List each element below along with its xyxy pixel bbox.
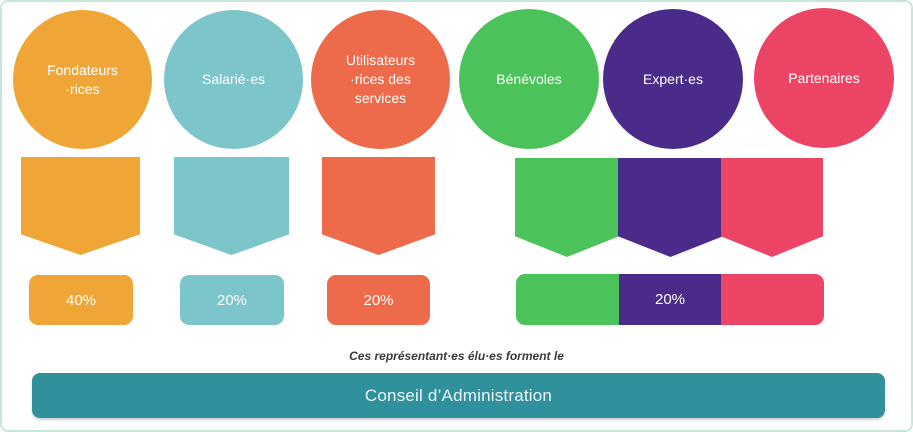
share-value-utilisateurs: 20% — [363, 291, 394, 309]
share-value-fondateurs: 40% — [65, 291, 97, 309]
circle-salaries: Salarié·es — [164, 10, 303, 149]
caption-text: Ces représentant·es élu·es forment le — [349, 349, 564, 363]
conseil-administration-label: Conseil d’Administration — [364, 385, 553, 405]
arrow-down-experts — [618, 158, 723, 257]
circle-label-fondateurs: Fondateurs ·rices — [47, 61, 118, 97]
share-value-salaries: 20% — [216, 291, 248, 309]
conseil-administration-bar: Conseil d’Administration — [32, 373, 885, 418]
circle-label-partenaires: Partenaires — [788, 69, 860, 86]
arrow-down-fondateurs — [21, 157, 140, 255]
circle-label-utilisateurs: Utilisateurs ·rices des services — [345, 52, 416, 106]
arrow-down-benevoles — [515, 158, 619, 257]
arrow-down-partenaires — [721, 158, 823, 257]
share-segment-benevoles — [516, 274, 619, 325]
circle-benevoles: Bénévoles — [459, 9, 599, 149]
circle-label-experts: Expert·es — [643, 70, 703, 87]
share-chip-utilisateurs: 20% — [327, 275, 430, 325]
circle-label-benevoles: Bénévoles — [496, 70, 562, 87]
share-segment-experts: 20% — [618, 274, 722, 325]
share-chip-fondateurs: 40% — [29, 275, 133, 325]
circle-label-salaries: Salarié·es — [201, 71, 266, 88]
circle-utilisateurs: Utilisateurs ·rices des services — [311, 10, 450, 149]
share-chip-salaries: 20% — [180, 275, 284, 325]
circle-partenaires: Partenaires — [754, 8, 894, 148]
circle-fondateurs: Fondateurs ·rices — [13, 10, 152, 149]
share-segment-partenaires — [721, 274, 824, 325]
arrow-down-salaries — [174, 157, 289, 255]
share-value-experts: 20% — [654, 291, 686, 308]
circle-experts: Expert·es — [603, 9, 743, 149]
share-bar-combined: 20% — [516, 274, 824, 325]
arrow-down-utilisateurs — [322, 157, 435, 255]
